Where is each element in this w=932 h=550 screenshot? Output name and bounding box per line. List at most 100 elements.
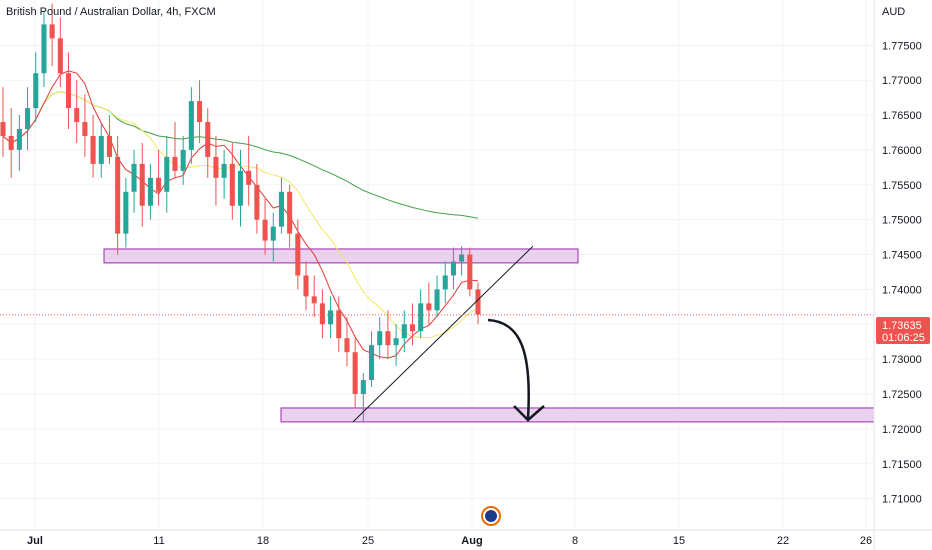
candle-body [205,122,211,157]
candle-body [49,24,55,39]
candle-body [8,135,14,150]
y-tick-label: 1.76000 [882,145,922,157]
chart-title: British Pound / Australian Dollar, 4h, F… [6,6,216,18]
candle-body [418,303,424,332]
x-tick-label: 26 [860,535,872,547]
candle-body [197,101,203,123]
forecast-arrow-head [513,405,545,422]
candle-body [450,261,456,276]
candle-body [344,338,350,353]
y-tick-label: 1.72500 [882,389,922,401]
candle-body [385,331,391,346]
candle-body [188,101,194,150]
candle-body [303,275,309,297]
candle-body [336,310,342,339]
x-tick-label: 11 [153,535,164,547]
current-price-box [876,317,930,344]
candle-body [262,219,268,241]
candle-body [65,73,72,109]
candle-body [295,233,301,276]
zones-layer [103,248,875,423]
y-tick-label: 1.75500 [882,180,922,192]
candle-body [237,170,244,206]
candle-body [16,129,22,150]
candle-body [467,254,473,290]
y-tick-label: 1.71500 [882,459,922,471]
candle-body [106,135,113,157]
resistance-zone [103,248,579,264]
candle-body [229,163,235,206]
candle-body [33,73,39,109]
x-tick-label: 22 [777,535,789,547]
candle-body [328,310,334,325]
x-tick-label: Jul [27,535,43,547]
candle-body [74,108,80,123]
price-axis: 1.77500 1.77000 1.76500 1.76000 1.75500 1.750… [882,40,922,505]
candle-body [409,324,416,332]
candle-body [123,191,129,234]
candle-body [368,345,375,381]
candle-body [475,289,481,315]
candle-body [0,122,6,136]
candle-body [82,122,88,136]
support-zone [280,407,875,423]
x-tick-label: 8 [572,535,578,547]
y-tick-label: 1.75000 [882,215,922,227]
y-tick-label: 1.72000 [882,424,922,436]
candle-body [213,156,219,178]
candle-body [352,352,358,395]
x-tick-label: 18 [257,535,269,547]
annotations-layer [0,245,874,526]
forecast-arrow-shaft [487,318,530,419]
candle-body [41,24,47,74]
x-tick-label: 25 [362,535,374,547]
current-price-tag: 1.73635 01:06:25 [876,317,930,344]
candle-body [156,177,162,192]
candle-body [442,275,448,290]
x-tick-label: Aug [461,535,482,547]
candle-body [401,324,407,339]
candle-body [360,380,366,395]
candle-body [57,38,63,74]
candle-body [147,177,153,206]
y-tick-label: 1.77000 [882,75,922,87]
candle-body [287,191,293,234]
candle-body [459,254,465,262]
candle-body [98,135,104,164]
candles-layer [0,3,481,422]
event-marker-flag [485,510,497,522]
y-tick-label: 1.71000 [882,494,922,506]
candle-body [426,303,432,311]
grid-layer [0,0,874,530]
candle-body [278,191,284,227]
candle-body [319,303,325,325]
y-tick-label: 1.73000 [882,354,922,366]
candle-body [270,226,276,241]
candle-body [164,156,170,192]
candle-body [180,149,186,171]
candle-body [131,163,137,192]
candle-body [246,170,252,185]
current-price-label: 1.73635 [882,320,922,332]
y-tick-label: 1.74000 [882,284,922,296]
candle-body [90,135,96,164]
countdown-label: 01:06:25 [882,332,925,344]
currency-label: AUD [882,6,905,18]
x-tick-label: 15 [673,535,685,547]
candle-body [115,156,121,234]
y-tick-label: 1.76500 [882,110,922,122]
candle-body [377,331,383,346]
candle-body [311,296,317,304]
candle-body [393,338,399,346]
candle-body [434,289,440,311]
candle-body [172,156,178,171]
candle-body [25,108,31,130]
candle-body [221,163,227,178]
candle-body [139,163,145,206]
candle-body [254,184,260,220]
time-axis: Jul 11 18 25 Aug 8 15 22 26 [27,535,872,547]
y-tick-label: 1.74500 [882,250,922,262]
y-tick-label: 1.77500 [882,40,922,52]
